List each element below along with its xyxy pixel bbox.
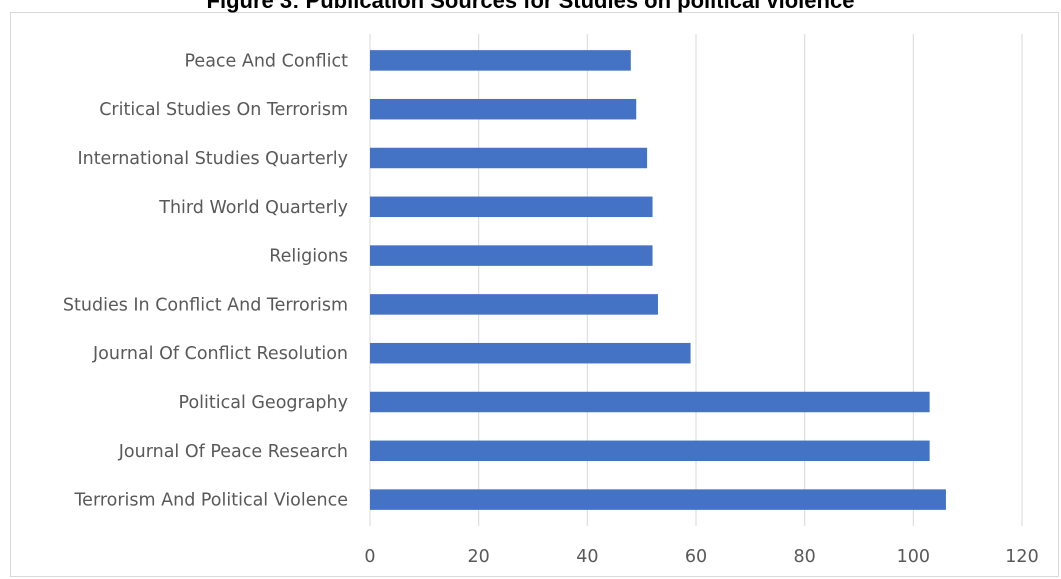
category-label: Third World Quarterly bbox=[158, 198, 348, 218]
chart-frame bbox=[10, 12, 1059, 577]
category-label: Religions bbox=[269, 247, 348, 267]
x-tick-labels: 0 20 40 60 80 100 120 bbox=[364, 547, 1038, 567]
x-tick-label: 80 bbox=[794, 547, 816, 567]
category-label: Critical Studies On Terrorism bbox=[99, 100, 348, 120]
category-label: International Studies Quarterly bbox=[77, 149, 348, 169]
x-tick-label: 100 bbox=[897, 547, 930, 567]
category-label: Political Geography bbox=[179, 393, 348, 413]
category-label: Journal Of Conflict Resolution bbox=[92, 344, 348, 364]
bar bbox=[370, 50, 631, 71]
bars bbox=[370, 50, 946, 510]
category-label: Studies In Conflict And Terrorism bbox=[63, 295, 348, 315]
x-tick-label: 60 bbox=[685, 547, 707, 567]
bar bbox=[370, 245, 653, 266]
x-tick-label: 0 bbox=[364, 547, 375, 567]
x-tick-label: 40 bbox=[576, 547, 598, 567]
bar bbox=[370, 391, 930, 413]
bar bbox=[370, 196, 653, 218]
category-labels: Peace And Conflict Critical Studies On Te… bbox=[63, 51, 348, 510]
bar bbox=[370, 147, 648, 169]
category-label: Journal Of Peace Research bbox=[118, 442, 348, 462]
x-tick-label: 120 bbox=[1005, 547, 1038, 567]
category-label: Peace And Conflict bbox=[185, 51, 349, 71]
bar bbox=[370, 440, 930, 462]
category-label: Terrorism And Political Violence bbox=[73, 491, 348, 511]
bar bbox=[370, 294, 658, 315]
x-tick-label: 20 bbox=[468, 547, 490, 567]
chart-title: Figure 3: Publication Sources for Studie… bbox=[206, 0, 855, 13]
bar bbox=[370, 98, 637, 120]
bar bbox=[370, 342, 691, 364]
bar bbox=[370, 489, 946, 510]
